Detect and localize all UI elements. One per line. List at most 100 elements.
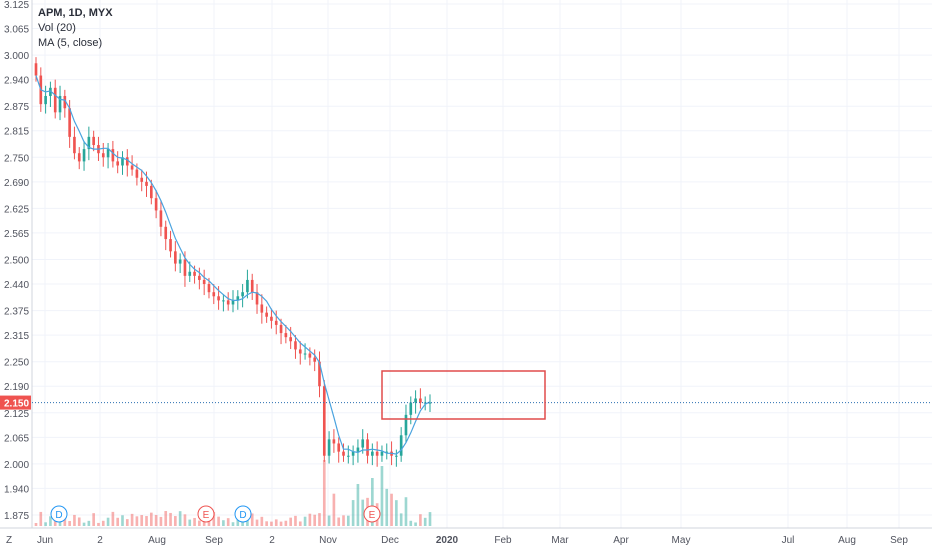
volume-bar (140, 515, 144, 526)
time-tick-label: Nov (319, 535, 337, 546)
candle-body (294, 341, 297, 350)
candle-body (241, 292, 244, 297)
volume-bar (404, 497, 408, 526)
price-tick-label: 2.375 (4, 307, 29, 318)
candle-body (236, 296, 240, 301)
volume-bar (419, 514, 422, 526)
volume-bar (111, 511, 115, 526)
volume-bar (395, 500, 398, 526)
candle-body (265, 312, 268, 317)
candle-body (327, 439, 331, 456)
candle-body (111, 149, 115, 162)
candle-body (399, 435, 403, 456)
volume-bar (169, 512, 172, 526)
price-tick-label: 2.190 (4, 382, 29, 393)
candle-body (106, 149, 110, 158)
volume-bar (371, 478, 374, 526)
time-tick-label: Sep (205, 535, 223, 546)
time-tick-label: Aug (838, 535, 856, 546)
price-tick-label: 2.250 (4, 358, 29, 369)
volume-bar (53, 518, 57, 526)
timezone-corner-label[interactable]: Z (6, 535, 12, 546)
price-tick-label: 2.065 (4, 433, 29, 444)
volume-bar (284, 520, 288, 526)
volume-bar (298, 521, 302, 526)
price-tick-label: 2.625 (4, 204, 29, 215)
price-tick-label: 2.940 (4, 76, 29, 87)
volume-bar (361, 499, 365, 526)
candle-body (346, 455, 350, 457)
volume-bar (212, 511, 216, 526)
volume-bar (193, 517, 196, 526)
volume-bar (236, 516, 240, 526)
candle-body (53, 87, 57, 113)
dividend-marker-icon[interactable] (50, 505, 68, 523)
candle-body (73, 136, 76, 154)
candle-body (342, 451, 345, 456)
candle-body (337, 443, 341, 452)
candle-body (255, 292, 259, 305)
volume-bar (414, 522, 417, 526)
candle-body (303, 353, 307, 355)
time-tick-label: 2 (269, 535, 275, 546)
earnings-marker-icon[interactable] (197, 505, 215, 523)
price-tick-label: 3.000 (4, 51, 29, 62)
candle-body (385, 451, 389, 453)
candle-body (298, 349, 302, 354)
rectangle-drawing[interactable] (381, 370, 546, 420)
time-tick-label: May (672, 535, 691, 546)
dividend-marker-icon[interactable] (234, 505, 252, 523)
candle-body (198, 275, 201, 280)
candle-body (274, 320, 278, 325)
time-tick-label: Apr (613, 535, 629, 546)
price-tick-label: 3.125 (4, 0, 29, 11)
volume-bar (313, 514, 317, 526)
candle-body (414, 398, 417, 403)
candle-body (183, 259, 187, 276)
candle-body (164, 226, 168, 240)
volume-bar (327, 515, 331, 526)
volume-bar (342, 515, 345, 526)
price-tick-label: 2.690 (4, 178, 29, 189)
candle-body (174, 251, 177, 264)
volume-bar (73, 514, 76, 526)
volume-bar (154, 514, 158, 526)
candle-body (202, 279, 206, 285)
dividend-marker-label: D (55, 510, 62, 521)
candle-body (121, 157, 124, 166)
volume-bar (289, 517, 292, 526)
time-tick-label: Jun (37, 535, 53, 546)
volume-bar (188, 519, 192, 526)
chart-legend: APM, 1D, MYX Vol (20) MA (5, close) (38, 6, 113, 51)
volume-bar (399, 513, 403, 526)
volume-bar (303, 516, 307, 526)
volume-bar (274, 519, 278, 526)
volume-bar (63, 515, 67, 526)
candle-body (313, 357, 317, 362)
candle-body (116, 161, 120, 166)
volume-bar (68, 521, 71, 526)
earnings-marker-icon[interactable] (363, 505, 381, 523)
candle-body (82, 149, 86, 162)
time-tick-label: Jul (782, 535, 795, 546)
current-price-badge (0, 395, 31, 410)
time-tick-label: Sep (890, 535, 908, 546)
candle-body (101, 153, 105, 158)
volume-bar (159, 516, 163, 526)
candle-body (231, 300, 235, 305)
candle-body (145, 181, 148, 186)
candle-body (125, 157, 129, 166)
current-price-label: 2.150 (4, 399, 29, 410)
volume-bar (77, 517, 81, 526)
time-axis[interactable] (0, 528, 932, 550)
volume-bar (116, 517, 120, 526)
volume-bar (82, 522, 86, 526)
time-tick-label: Mar (551, 535, 569, 546)
candle-body (154, 198, 158, 211)
volume-bar (97, 522, 100, 526)
candle-body (130, 165, 134, 170)
volume-bar (270, 521, 273, 526)
price-axis[interactable] (0, 0, 32, 528)
